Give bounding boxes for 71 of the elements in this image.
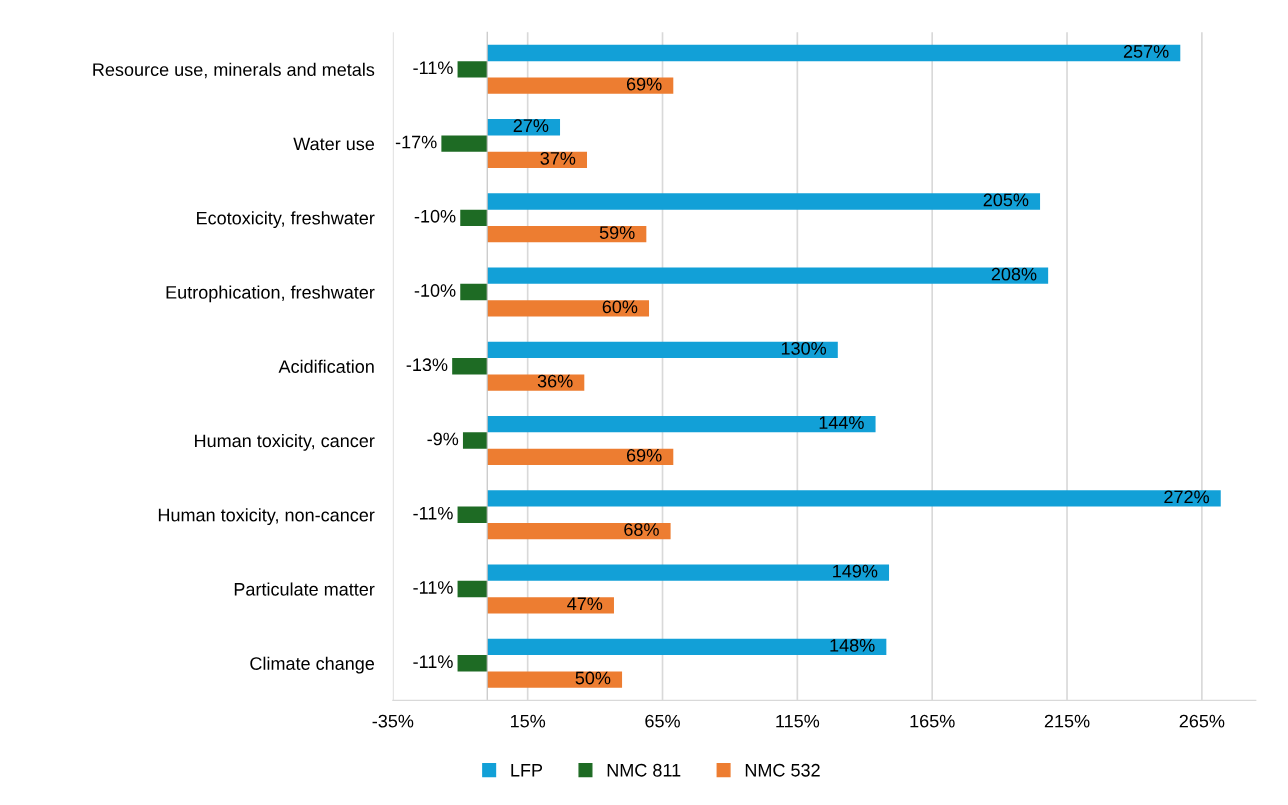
y-tick-label: Resource use, minerals and metals: [93, 62, 375, 79]
y-tick-label: Ecotoxicity, freshwater: [197, 211, 375, 229]
data-label: 36%: [537, 374, 573, 388]
bar: [487, 416, 876, 433]
bar: [460, 283, 488, 301]
bar: [457, 61, 488, 78]
data-label: 257%: [1123, 45, 1169, 58]
data-label: 47%: [567, 597, 603, 611]
y-tick-label: Acidification: [278, 359, 374, 373]
bar: [462, 432, 488, 449]
data-label: 37%: [540, 151, 576, 165]
data-label: 59%: [599, 226, 635, 239]
bar: [441, 135, 488, 152]
bar: [487, 564, 890, 581]
bar: [487, 490, 1221, 507]
x-tick-label: 15%: [510, 714, 546, 728]
bar: [457, 580, 488, 598]
data-label: 272%: [1164, 490, 1209, 504]
data-label: -9%: [427, 432, 459, 446]
y-tick-label: Climate change: [250, 656, 375, 674]
data-label: -11%: [413, 581, 453, 594]
bar: [487, 77, 674, 94]
bar: [487, 300, 650, 317]
x-tick-label: 115%: [776, 714, 820, 728]
bar: [487, 638, 887, 656]
legend-label: NMC 811: [607, 763, 681, 777]
data-label: -17%: [395, 135, 437, 149]
data-label: 69%: [626, 448, 662, 462]
bar: [457, 655, 488, 672]
y-tick-label: Particulate matter: [234, 582, 375, 596]
data-label: -11%: [413, 655, 453, 669]
bar: [487, 671, 623, 688]
data-label: 27%: [513, 119, 549, 132]
data-label: -13%: [406, 358, 448, 372]
data-label: 68%: [624, 523, 659, 536]
y-tick-label: Water use: [293, 137, 375, 151]
y-tick-label: Human toxicity, cancer: [195, 433, 375, 451]
bar: [487, 225, 647, 243]
data-label: -10%: [414, 209, 456, 223]
data-label: 205%: [983, 193, 1029, 207]
x-tick-label: 65%: [645, 714, 680, 728]
bar: [460, 209, 488, 226]
data-label: 69%: [626, 77, 662, 91]
x-tick-label: 215%: [1044, 714, 1090, 728]
data-label: -11%: [413, 506, 453, 520]
data-label: 144%: [819, 416, 864, 429]
bar: [487, 341, 838, 359]
y-tick-label: Human toxicity, non-cancer: [158, 508, 375, 526]
bar: [487, 193, 1041, 210]
x-tick-label: 165%: [910, 714, 955, 728]
legend-label: LFP: [511, 764, 543, 777]
bar: [487, 374, 585, 391]
legend-label: NMC 532: [745, 763, 820, 777]
bar: [487, 448, 674, 466]
data-label: 148%: [830, 638, 875, 652]
data-label: -10%: [414, 284, 456, 297]
bar: [452, 358, 488, 375]
data-label: 149%: [833, 564, 878, 578]
data-label: 60%: [602, 300, 638, 314]
x-tick-label: -35%: [372, 714, 414, 728]
bar: [457, 506, 488, 523]
data-label: 208%: [991, 267, 1037, 281]
x-tick-label: 265%: [1179, 714, 1225, 728]
bar: [487, 597, 614, 614]
data-label: 130%: [781, 342, 827, 355]
data-label: 50%: [575, 671, 611, 685]
y-tick-label: Eutrophication, freshwater: [166, 285, 375, 303]
bar: [487, 44, 1181, 62]
bar: [487, 267, 1049, 284]
data-label: -11%: [413, 61, 453, 75]
bar: [487, 522, 671, 540]
